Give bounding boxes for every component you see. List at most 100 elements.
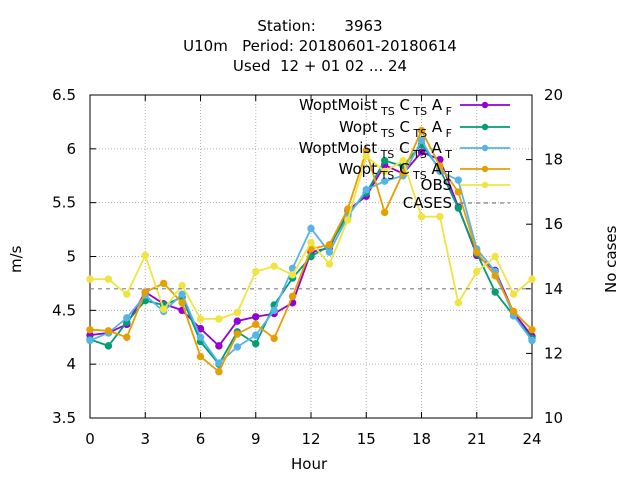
x-tick-label: 6 [196, 430, 206, 448]
y2-tick-label: 18 [544, 151, 563, 169]
data-point-series-1 [104, 342, 113, 350]
data-point-series-4 [252, 267, 260, 276]
data-point-series-1 [380, 156, 389, 165]
data-point-series-2 [307, 224, 315, 233]
data-point-series-2 [196, 333, 205, 341]
y2-tick-label: 14 [544, 280, 563, 298]
legend-sample-marker-4 [481, 181, 489, 189]
data-point-series-3 [325, 240, 334, 249]
data-point-series-0 [215, 342, 223, 350]
data-point-series-2 [380, 177, 389, 185]
data-point-series-0 [233, 317, 242, 325]
x-tick-label: 21 [467, 430, 486, 448]
data-point-series-3 [473, 248, 481, 256]
data-point-series-3 [252, 320, 260, 329]
data-point-series-4 [104, 275, 113, 283]
chart-title-line-3: Used 12 + 01 02 ... 24 [232, 57, 408, 75]
legend-sample-marker-2 [481, 144, 489, 152]
x-tick-label: 9 [251, 430, 261, 448]
legend-sample-marker-0 [481, 101, 489, 109]
legend-label-0: WoptMoist TS C TS A F [299, 96, 452, 118]
data-point-series-4 [215, 315, 223, 323]
legend-sample-marker-1 [481, 123, 489, 131]
y-tick-label: 5 [66, 248, 76, 266]
data-point-series-4 [417, 212, 426, 221]
data-point-series-3 [417, 126, 426, 135]
y2-tick-label: 16 [544, 215, 563, 233]
data-point-series-4 [344, 216, 352, 224]
y-tick-label: 4.5 [52, 301, 76, 319]
data-point-series-3 [509, 307, 518, 316]
data-point-series-2 [270, 306, 278, 315]
data-point-series-3 [215, 368, 223, 376]
legend-label-5: CASES [403, 194, 452, 212]
data-point-series-4 [270, 262, 278, 270]
x-tick-label: 15 [357, 430, 376, 448]
data-point-series-2 [528, 336, 536, 345]
data-point-series-3 [141, 288, 149, 296]
data-point-series-2 [417, 136, 426, 144]
x-tick-label: 12 [301, 430, 320, 448]
y-tick-label: 6.5 [52, 86, 76, 104]
legend-label-4: OBS [421, 176, 452, 194]
data-point-series-2 [178, 290, 186, 298]
data-point-series-3 [491, 272, 499, 280]
data-point-series-3 [178, 299, 186, 307]
data-point-series-2 [123, 314, 131, 322]
data-point-series-1 [454, 204, 463, 212]
data-point-series-3 [123, 333, 131, 341]
data-point-series-4 [288, 271, 297, 279]
x-axis-label: Hour [291, 455, 328, 473]
data-point-series-4 [454, 299, 463, 307]
data-point-series-4 [509, 290, 518, 298]
data-point-series-3 [233, 330, 242, 338]
y2-tick-label: 10 [544, 409, 563, 427]
y2-tick-label: 20 [544, 86, 563, 104]
data-point-series-4 [141, 251, 149, 260]
data-point-series-4 [86, 275, 94, 283]
data-point-series-4 [473, 267, 481, 276]
data-point-series-4 [307, 238, 315, 247]
data-point-series-0 [417, 148, 426, 156]
data-point-series-2 [252, 331, 260, 339]
y2-tick-label: 12 [544, 344, 563, 362]
data-point-series-2 [86, 336, 94, 345]
data-point-series-1 [252, 340, 260, 348]
legend-sample-marker-3 [481, 165, 489, 173]
data-point-series-4 [233, 308, 242, 317]
data-point-series-4 [325, 260, 334, 268]
y-tick-label: 4 [66, 355, 76, 373]
data-point-series-2 [325, 248, 334, 256]
series-line-4 [90, 154, 533, 320]
legend-label-3: Wopt TS C TS A T [339, 160, 453, 182]
data-point-series-3 [288, 292, 297, 301]
data-point-series-4 [178, 281, 186, 290]
legend-label-1: Wopt TS C TS A F [339, 118, 452, 140]
x-tick-label: 18 [412, 430, 431, 448]
x-tick-label: 0 [85, 430, 95, 448]
data-point-series-4 [491, 252, 499, 261]
chart-title-line-2: U10m Period: 20180601-20180614 [183, 37, 457, 55]
data-point-series-0 [252, 313, 260, 321]
data-point-series-4 [528, 275, 536, 283]
y-tick-label: 5.5 [52, 194, 76, 212]
data-point-series-4 [123, 290, 131, 298]
data-point-series-3 [159, 279, 168, 288]
data-point-series-4 [159, 305, 168, 313]
data-point-series-2 [233, 343, 242, 351]
data-point-series-3 [196, 352, 205, 361]
x-tick-label: 3 [140, 430, 150, 448]
data-point-series-2 [362, 186, 370, 194]
data-point-series-4 [436, 212, 444, 221]
data-point-series-4 [196, 315, 205, 323]
data-point-series-3 [270, 334, 278, 343]
data-point-series-4 [399, 156, 407, 165]
data-point-series-3 [86, 326, 94, 334]
x-tick-label: 24 [522, 430, 541, 448]
data-point-series-3 [380, 208, 389, 217]
legend-label-2: WoptMoist TS C TS A T [299, 139, 453, 161]
data-point-series-3 [436, 162, 444, 170]
data-point-series-3 [528, 326, 536, 334]
data-point-series-3 [104, 327, 113, 335]
